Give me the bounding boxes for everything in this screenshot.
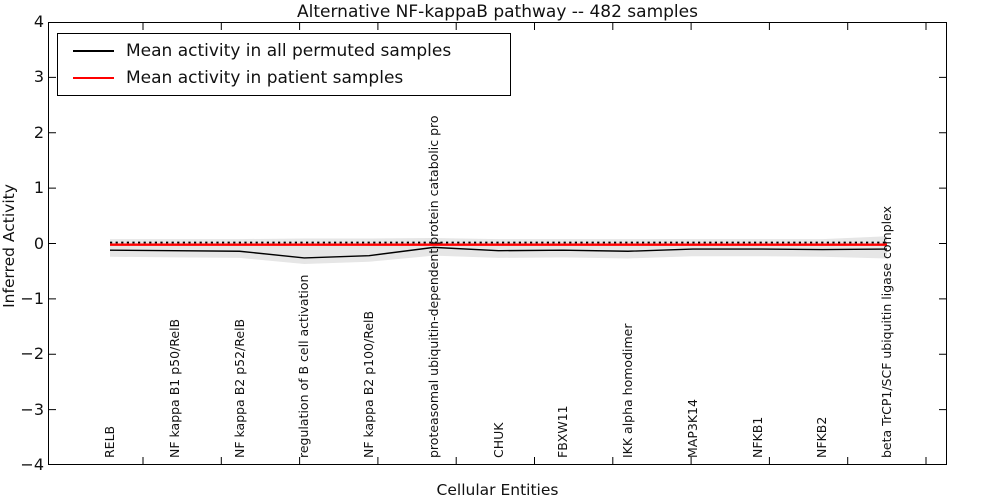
legend-item-label: Mean activity in all permuted samples <box>126 40 452 61</box>
legend-line-sample <box>73 77 114 80</box>
y-tick-label: 1 <box>33 178 44 198</box>
y-tick-label: −2 <box>20 344 44 364</box>
x-category-label: NF kappa B2 p100/RelB <box>361 310 376 458</box>
x-category-label: CHUK <box>490 422 506 458</box>
y-tick-label: −1 <box>20 288 44 308</box>
chart-title: Alternative NF-kappaB pathway -- 482 sam… <box>297 2 698 22</box>
permuted-mean-line <box>109 246 888 259</box>
x-category-label: NFKB2 <box>814 416 830 458</box>
legend-item-label: Mean activity in patient samples <box>126 68 404 89</box>
axes-spines <box>48 22 947 465</box>
x-category-label: regulation of B cell activation <box>296 274 312 458</box>
y-tick-label: 2 <box>33 122 44 142</box>
x-category-label: FBXW11 <box>555 405 571 458</box>
y-tick-label: 4 <box>33 12 44 31</box>
x-category-label: NFKB1 <box>749 416 765 458</box>
legend-box: Mean activity in all permuted samples Mea… <box>57 33 511 96</box>
x-category-label: NF kappa B2 p52/RelB <box>231 318 247 458</box>
legend-item: Mean activity in patient samples <box>58 65 510 91</box>
x-category-label: MAP3K14 <box>684 399 700 458</box>
x-axis-label: Cellular Entities <box>436 481 559 499</box>
x-category-label: beta TrCP1/SCF ubiquitin ligase complex <box>879 206 894 458</box>
legend-item: Mean activity in all permuted samples <box>58 38 510 64</box>
legend-line-sample <box>73 49 114 52</box>
y-tick-label: −3 <box>20 399 44 419</box>
x-category-label: NF kappa B1 p50/RelB <box>166 318 182 458</box>
plot-area <box>48 22 947 465</box>
y-tick-label: 3 <box>33 67 44 87</box>
y-tick-label: −4 <box>20 455 44 474</box>
x-category-label: proteasomal ubiquitin-dependent protein … <box>425 115 441 458</box>
x-category-label: RELB <box>102 425 117 458</box>
x-category-label: IKK alpha homodimer <box>620 323 635 459</box>
y-tick-label: 0 <box>33 233 44 253</box>
